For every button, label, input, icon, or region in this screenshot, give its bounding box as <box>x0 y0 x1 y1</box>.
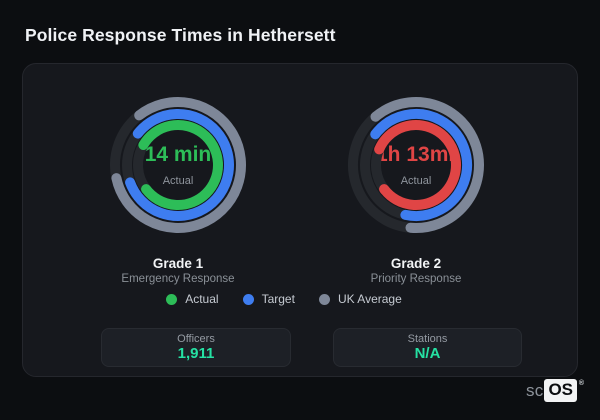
gauge-grade-1: 14 min Actual Grade 1 Emergency Response <box>78 80 278 292</box>
page-title: Police Response Times in Hethersett <box>25 25 336 45</box>
stat-box-stations: Stations N/A <box>333 328 522 367</box>
gauge-grade-1-rings <box>110 97 246 233</box>
scos-logo: sc OS ® <box>526 379 584 402</box>
legend-dot-actual <box>166 293 178 305</box>
legend-label-target: Target <box>261 292 295 306</box>
gauge-grade-1-title: Grade 1 <box>152 256 204 271</box>
gauge-grade-1-value: 14 min <box>144 143 212 166</box>
legend-label-uk-average: UK Average <box>337 292 402 306</box>
stat-value-stations: N/A <box>414 345 441 362</box>
legend-item-uk-average[interactable]: UK Average <box>318 292 402 306</box>
gauge-grade-2: 1h 13min Actual Grade 2 Priority Respons… <box>316 80 516 292</box>
stat-label-stations: Stations <box>407 333 448 345</box>
scos-logo-box: OS ® <box>544 379 584 402</box>
legend: Actual Target UK Average <box>23 292 545 306</box>
gauge-grade-2-rings <box>348 97 484 233</box>
legend-item-target[interactable]: Target <box>242 292 295 306</box>
stat-label-officers: Officers <box>177 333 215 345</box>
gauge-grade-1-subtitle: Emergency Response <box>121 273 235 285</box>
legend-dot-target <box>242 293 254 305</box>
stat-box-officers: Officers 1,911 <box>101 328 291 367</box>
gauge-grade-1-center-label: Actual <box>162 175 194 187</box>
registered-trademark-icon: ® <box>578 380 584 387</box>
scos-logo-prefix: sc <box>526 380 544 400</box>
gauge-grade-2-value: 1h 13min <box>376 143 456 166</box>
gauge-grade-2-subtitle: Priority Response <box>370 273 462 285</box>
gauge-grade-2-title: Grade 2 <box>390 256 442 271</box>
gauge-grade-2-center-label: Actual <box>400 175 432 187</box>
legend-label-actual: Actual <box>185 292 219 306</box>
response-times-card: 14 min Actual Grade 1 Emergency Response… <box>22 63 578 377</box>
legend-dot-uk-average <box>318 293 330 305</box>
legend-item-actual[interactable]: Actual <box>166 292 219 306</box>
stat-value-officers: 1,911 <box>177 345 215 362</box>
